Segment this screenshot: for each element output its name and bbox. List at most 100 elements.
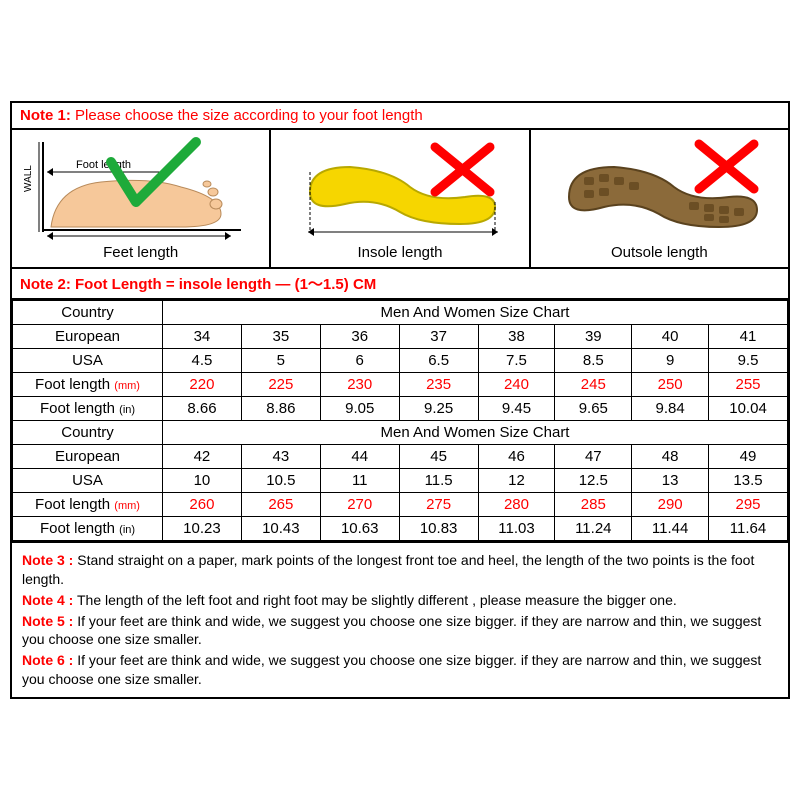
lbl-in2: Foot length <box>40 520 115 537</box>
cell: 270 <box>320 492 399 516</box>
cell: 7.5 <box>478 348 555 372</box>
cell: 35 <box>241 324 320 348</box>
cell: 11.64 <box>709 516 788 540</box>
cell: 240 <box>478 372 555 396</box>
cell: 245 <box>555 372 632 396</box>
note2-row: Note 2: Foot Length = insole length — (1… <box>11 268 789 299</box>
cell: 10 <box>163 468 242 492</box>
lbl-mm: Foot length <box>35 376 110 393</box>
note2-text: Foot Length = insole length — (1～1.5) CM <box>75 276 376 293</box>
note5: Note 5 : If your feet are think and wide… <box>22 612 778 650</box>
cell: 44 <box>320 444 399 468</box>
cell: 265 <box>241 492 320 516</box>
note3-label: Note 3 : <box>22 552 73 568</box>
cell: 42 <box>163 444 242 468</box>
svg-text:Foot length: Foot length <box>76 159 131 171</box>
row-usa-2: USA 10 10.5 11 11.5 12 12.5 13 13.5 <box>13 468 788 492</box>
lbl-eu: European <box>13 324 163 348</box>
cell: 9.25 <box>399 396 478 420</box>
cell: 9.45 <box>478 396 555 420</box>
cell: 280 <box>478 492 555 516</box>
row-mm-1: Foot length (mm) 220 225 230 235 240 245… <box>13 372 788 396</box>
cell: 260 <box>163 492 242 516</box>
cell: 6.5 <box>399 348 478 372</box>
cell: 11 <box>320 468 399 492</box>
cell: 8.66 <box>163 396 242 420</box>
unit-in: (in) <box>119 404 135 416</box>
hdr-chart: Men And Women Size Chart <box>163 300 788 324</box>
row-in-2: Foot length (in) 10.23 10.43 10.63 10.83… <box>13 516 788 540</box>
cell: 235 <box>399 372 478 396</box>
cell: 13.5 <box>709 468 788 492</box>
size-chart-table: Note 1: Please choose the size according… <box>10 101 790 699</box>
cell: 45 <box>399 444 478 468</box>
row-in-1: Foot length (in) 8.66 8.86 9.05 9.25 9.4… <box>13 396 788 420</box>
note4-label: Note 4 : <box>22 592 73 608</box>
lbl-eu2: European <box>13 444 163 468</box>
cell: 40 <box>632 324 709 348</box>
unit-in2: (in) <box>119 524 135 536</box>
unit-mm2: (mm) <box>114 500 140 512</box>
note2-label: Note 2: <box>20 276 71 293</box>
cell: 230 <box>320 372 399 396</box>
cell: 13 <box>632 468 709 492</box>
cell: 37 <box>399 324 478 348</box>
diagram-row: WALL Foot length <box>11 129 789 268</box>
note3: Note 3 : Stand straight on a paper, mark… <box>22 551 778 589</box>
cell: 11.24 <box>555 516 632 540</box>
outsole-caption: Outsole length <box>533 242 786 265</box>
cell: 10.83 <box>399 516 478 540</box>
row-eu-2: European 42 43 44 45 46 47 48 49 <box>13 444 788 468</box>
note6: Note 6 : If your feet are think and wide… <box>22 651 778 689</box>
cell: 4.5 <box>163 348 242 372</box>
note5-label: Note 5 : <box>22 613 73 629</box>
cell: 10.23 <box>163 516 242 540</box>
row-eu-1: European 34 35 36 37 38 39 40 41 <box>13 324 788 348</box>
lbl-usa: USA <box>13 348 163 372</box>
cell: 9.65 <box>555 396 632 420</box>
cell: 43 <box>241 444 320 468</box>
cell: 10.04 <box>709 396 788 420</box>
note4: Note 4 : The length of the left foot and… <box>22 591 778 610</box>
size-table-1: Country Men And Women Size Chart Europea… <box>12 300 788 541</box>
cell: 11.03 <box>478 516 555 540</box>
notes-block: Note 3 : Stand straight on a paper, mark… <box>11 542 789 698</box>
unit-mm: (mm) <box>114 380 140 392</box>
cell: 275 <box>399 492 478 516</box>
cell: 10.63 <box>320 516 399 540</box>
cell: 9.05 <box>320 396 399 420</box>
cell: 12.5 <box>555 468 632 492</box>
cell: 8.5 <box>555 348 632 372</box>
lbl-mm2: Foot length <box>35 496 110 513</box>
cell: 39 <box>555 324 632 348</box>
cell: 9.5 <box>709 348 788 372</box>
cell: 9.84 <box>632 396 709 420</box>
cell: 48 <box>632 444 709 468</box>
cell: 220 <box>163 372 242 396</box>
cell: 5 <box>241 348 320 372</box>
note5-text: If your feet are think and wide, we sugg… <box>22 613 761 648</box>
cell: 46 <box>478 444 555 468</box>
cell: 38 <box>478 324 555 348</box>
cell: 290 <box>632 492 709 516</box>
note6-text: If your feet are think and wide, we sugg… <box>22 652 761 687</box>
lbl-in: Foot length <box>40 400 115 417</box>
cell: 285 <box>555 492 632 516</box>
note6-label: Note 6 : <box>22 652 73 668</box>
hdr-country2: Country <box>13 420 163 444</box>
cell: 6 <box>320 348 399 372</box>
feet-caption: Feet length <box>14 242 267 265</box>
cell: 41 <box>709 324 788 348</box>
cell: 12 <box>478 468 555 492</box>
cell: 11.5 <box>399 468 478 492</box>
note3-text: Stand straight on a paper, mark points o… <box>22 552 754 587</box>
outsole-diagram <box>539 132 779 242</box>
insole-caption: Insole length <box>273 242 526 265</box>
cell: 8.86 <box>241 396 320 420</box>
note1-row: Note 1: Please choose the size according… <box>11 102 789 129</box>
lbl-usa2: USA <box>13 468 163 492</box>
cell: 250 <box>632 372 709 396</box>
cell: 11.44 <box>632 516 709 540</box>
cell: 34 <box>163 324 242 348</box>
hdr-chart2: Men And Women Size Chart <box>163 420 788 444</box>
